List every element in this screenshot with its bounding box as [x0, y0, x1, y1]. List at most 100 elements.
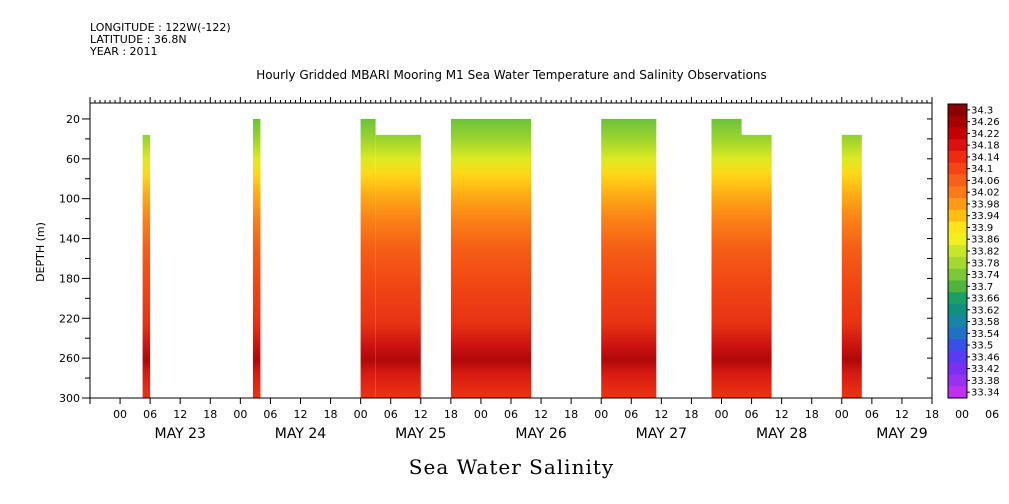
colorbar-cell — [948, 104, 967, 117]
data-segment-5 — [450, 118, 532, 399]
colorbar-cell — [948, 292, 967, 305]
colorbar-cell — [948, 198, 967, 211]
data-segment-7 — [711, 118, 742, 399]
data-segment-8 — [741, 134, 772, 398]
colorbar-cell — [948, 127, 967, 140]
x-tick-label: 06 — [624, 408, 638, 421]
colorbar-cell — [948, 374, 967, 387]
colorbar-cell — [948, 221, 967, 234]
y-tick-label: 260 — [59, 352, 80, 365]
x-tick-label: 06 — [985, 408, 999, 421]
colorbar-cell — [948, 386, 967, 399]
x-tick-label: 00 — [835, 408, 849, 421]
colorbar-label: 33.98 — [971, 199, 1000, 210]
colorbar-cell — [948, 151, 967, 164]
colorbar-label: 34.18 — [971, 141, 1000, 152]
x-tick-label: 06 — [745, 408, 759, 421]
x-tick-label: 18 — [324, 408, 338, 421]
colorbar-label: 34.02 — [971, 188, 1000, 199]
metadata-block: LONGITUDE : 122W(-122) LATITUDE : 36.8N … — [90, 22, 231, 58]
data-segment-1 — [142, 134, 151, 398]
colorbar-label: 33.94 — [971, 211, 1000, 222]
year-text: YEAR : 2011 — [90, 45, 158, 58]
colorbar-label: 33.38 — [971, 376, 1000, 387]
x-tick-label: 12 — [654, 408, 668, 421]
colorbar: 34.334.2634.2234.1834.1434.134.0634.0233… — [947, 103, 1000, 399]
x-day-label: MAY 26 — [515, 426, 566, 442]
x-day-label: MAY 24 — [275, 426, 326, 442]
x-day-label: MAY 23 — [155, 426, 206, 442]
colorbar-label: 34.22 — [971, 129, 1000, 140]
x-tick-label: 06 — [143, 408, 157, 421]
x-tick-label: 12 — [414, 408, 428, 421]
y-tick-label: 180 — [59, 272, 80, 285]
longitude-text: LONGITUDE : 122W(-122) — [90, 21, 231, 34]
colorbar-label: 33.34 — [971, 388, 1000, 399]
colorbar-label: 33.58 — [971, 317, 1000, 328]
x-tick-label: 12 — [173, 408, 187, 421]
colorbar-label: 33.42 — [971, 364, 1000, 375]
colorbar-cell — [948, 209, 967, 222]
colorbar-cell — [948, 362, 967, 375]
colorbar-label: 34.3 — [971, 105, 993, 116]
colorbar-cell — [948, 115, 967, 128]
data-segment-6 — [601, 118, 657, 399]
colorbar-label: 33.9 — [971, 223, 993, 234]
colorbar-cell — [948, 139, 967, 152]
y-tick-label: 220 — [59, 312, 80, 325]
x-tick-label: 00 — [955, 408, 969, 421]
colorbar-cell — [948, 280, 967, 293]
colorbar-cell — [948, 186, 967, 199]
x-tick-label: 00 — [354, 408, 368, 421]
colorbar-cell — [948, 162, 967, 175]
colorbar-cell — [948, 350, 967, 364]
x-tick-label: 12 — [775, 408, 789, 421]
y-tick-label: 300 — [59, 392, 80, 405]
colorbar-cell — [948, 327, 967, 340]
data-segment-4 — [375, 134, 421, 398]
x-day-label: MAY 28 — [756, 426, 807, 442]
plot-area — [142, 118, 862, 399]
colorbar-label: 33.62 — [971, 305, 1000, 316]
x-tick-label: 00 — [113, 408, 127, 421]
colorbar-label: 33.86 — [971, 235, 1000, 246]
x-tick-label: 12 — [534, 408, 548, 421]
x-day-label: MAY 27 — [636, 426, 687, 442]
x-tick-label: 18 — [925, 408, 939, 421]
colorbar-cell — [948, 233, 967, 246]
x-tick-label: 12 — [294, 408, 308, 421]
colorbar-label: 34.14 — [971, 152, 1000, 163]
x-tick-label: 18 — [805, 408, 819, 421]
colorbar-label: 33.66 — [971, 294, 1000, 305]
latitude-text: LATITUDE : 36.8N — [90, 33, 187, 46]
colorbar-cell — [948, 303, 967, 316]
colorbar-cell — [948, 315, 967, 328]
y-axis-label: DEPTH (m) — [34, 222, 47, 282]
x-tick-label: 00 — [594, 408, 608, 421]
x-tick-label: 06 — [504, 408, 518, 421]
x-day-label: MAY 25 — [395, 426, 446, 442]
x-tick-label: 18 — [203, 408, 217, 421]
colorbar-label: 34.06 — [971, 176, 1000, 187]
data-segment-9 — [841, 134, 862, 398]
data-segment-3 — [360, 118, 376, 399]
colorbar-cell — [948, 268, 967, 281]
colorbar-label: 33.46 — [971, 352, 1000, 363]
axes: 00 06 12 18 00 06 12 18 00 06 12 18 00 06 12 18 00 06 12 18… — [59, 97, 999, 442]
x-tick-label: 00 — [233, 408, 247, 421]
y-tick-label: 20 — [66, 113, 80, 126]
colorbar-label: 33.5 — [971, 341, 993, 352]
colorbar-label: 33.54 — [971, 329, 1000, 340]
data-segment-2 — [252, 118, 261, 399]
x-tick-label: 00 — [474, 408, 488, 421]
x-tick-label: 06 — [865, 408, 879, 421]
colorbar-cell — [948, 256, 967, 269]
colorbar-label: 33.82 — [971, 247, 1000, 258]
colorbar-label: 33.74 — [971, 270, 1000, 281]
colorbar-label: 33.7 — [971, 282, 993, 293]
x-tick-label: 18 — [564, 408, 578, 421]
x-tick-label: 06 — [263, 408, 277, 421]
colorbar-label: 34.1 — [971, 164, 993, 175]
chart-bottom-title: Sea Water Salinity — [408, 455, 615, 479]
